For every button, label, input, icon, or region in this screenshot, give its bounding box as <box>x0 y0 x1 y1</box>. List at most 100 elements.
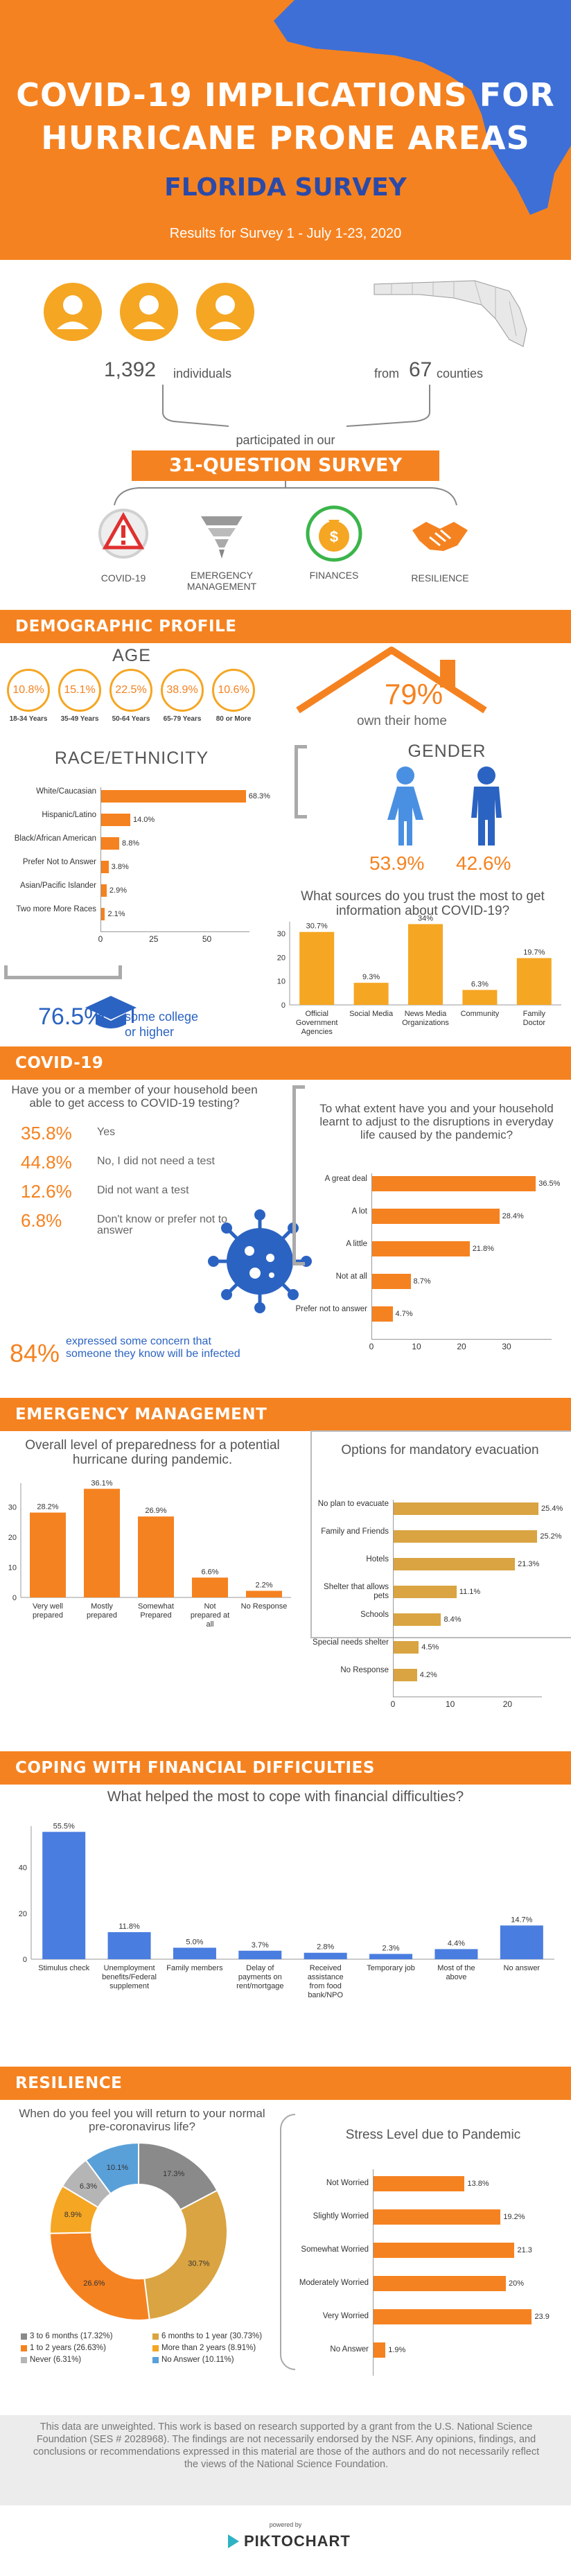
bar-category-label: Prefer not to answer <box>295 1305 367 1313</box>
axis-tick-label: 40 <box>19 1864 27 1873</box>
college-label-line2: or higher <box>125 1025 175 1039</box>
testing-label: No, I did not need a test <box>97 1155 215 1167</box>
bar <box>107 1931 151 1959</box>
bar-category-label: Special needs shelter <box>313 1638 389 1647</box>
bar <box>393 1502 539 1515</box>
age-label: 35-49 Years <box>60 715 99 723</box>
bar-value-label: 19.2% <box>503 2213 525 2221</box>
bar <box>462 990 498 1005</box>
female-icon <box>387 766 423 845</box>
bar-category-label: prepared <box>33 1611 63 1620</box>
evacuation-panel <box>310 1430 571 1638</box>
adjust-question: To what extent have you and your househo… <box>319 1102 554 1141</box>
college-label-line1: some college <box>125 1010 199 1024</box>
bar-value-label: 3.7% <box>252 1941 269 1949</box>
house-icon <box>296 647 487 714</box>
bar-value-label: 6.3% <box>471 980 489 988</box>
bar <box>353 983 389 1005</box>
bar-value-label: 28.2% <box>37 1503 58 1512</box>
person-icon <box>120 283 178 341</box>
stress-bracket <box>280 2114 295 2370</box>
testing-label: Yes <box>97 1126 116 1138</box>
testing-percent: 35.8% <box>21 1123 72 1144</box>
college-percent: 76.5% <box>38 1004 105 1030</box>
bar-category-label: rent/mortgage <box>236 1982 283 1990</box>
axis-line <box>371 1339 552 1340</box>
bar-category-label: Black/African American <box>14 834 96 843</box>
individuals-label: individuals <box>173 367 232 380</box>
axis-tick-label: 20 <box>457 1342 466 1351</box>
legend-label: 3 to 6 months (17.32%) <box>30 2332 113 2340</box>
legend-swatch <box>21 2345 27 2351</box>
axis-tick-label: 0 <box>369 1342 374 1351</box>
bar-category-label: White/Caucasian <box>36 787 96 796</box>
bar <box>299 931 335 1005</box>
topic-emergency: EMERGENCY MANAGEMENT <box>186 570 257 592</box>
bar <box>304 1952 347 1959</box>
bar-category-label: supplement <box>109 1982 149 1990</box>
demographic-banner: DEMOGRAPHIC PROFILE <box>0 610 571 643</box>
results-date: Results for Survey 1 - July 1-23, 2020 <box>169 226 402 241</box>
axis-tick-label: 0 <box>390 1699 396 1709</box>
donut-slice <box>143 2189 228 2321</box>
legend-swatch <box>21 2333 27 2340</box>
axis-tick-label: 30 <box>8 1504 17 1512</box>
bar-category-label: prepared <box>87 1611 117 1620</box>
gender-title: GENDER <box>407 742 486 761</box>
return-donut-chart: 17.3% 30.7% 26.6% 8.9% 6.3% 10.1% <box>49 2141 228 2321</box>
bar-category-label: Hispanic/Latino <box>42 811 96 819</box>
bar-category-label: Prepared <box>140 1611 171 1620</box>
bar <box>373 2176 465 2191</box>
subtitle: FLORIDA SURVEY <box>164 173 407 202</box>
bar-category-label: Shelter that allows pets <box>324 1583 389 1600</box>
bar <box>373 2209 501 2225</box>
emergency-banner: EMERGENCY MANAGEMENT <box>0 1398 571 1431</box>
male-percent: 42.6% <box>456 852 511 874</box>
age-label: 18-34 Years <box>9 715 48 723</box>
bar-category-label: A lot <box>351 1207 367 1216</box>
legend-label: 1 to 2 years (26.63%) <box>30 2344 106 2352</box>
axis-line <box>371 1173 372 1339</box>
bar-value-label: 14.0% <box>133 816 155 824</box>
bar <box>192 1577 228 1597</box>
bar-value-label: 34% <box>418 915 433 922</box>
return-question: When do you feel you will return to your… <box>19 2107 265 2133</box>
topic-finances: FINANCES <box>309 570 359 581</box>
bar <box>393 1530 538 1543</box>
bar-category-label: Schools <box>360 1611 389 1619</box>
handshake-icon <box>412 522 468 551</box>
bar-value-label: 21.3 <box>517 2246 532 2254</box>
bar-category-label: Family <box>523 1010 546 1018</box>
bar <box>393 1558 516 1570</box>
bar-category-label: Not at all <box>335 1272 367 1281</box>
bar-category-label: Slightly Worried <box>313 2212 369 2220</box>
axis-tick-label: 20 <box>8 1534 17 1542</box>
survey-label: 31-QUESTION SURVEY <box>132 450 439 481</box>
bar-category-label: Organizations <box>402 1019 449 1027</box>
adjust-bracket <box>292 1085 305 1265</box>
axis-line <box>100 931 249 932</box>
bar-category-label: Delay of <box>246 1964 274 1972</box>
bar-category-label: Moderately Worried <box>299 2279 369 2287</box>
money-bag-icon: $ <box>306 505 362 562</box>
bar-category-label: all <box>206 1620 213 1629</box>
bar-category-label: Agencies <box>301 1028 333 1036</box>
bar-category-label: from food <box>309 1982 341 1990</box>
virus-warning-icon <box>98 509 148 559</box>
bar <box>393 1669 417 1681</box>
bar-category-label: Temporary job <box>367 1964 415 1972</box>
bar <box>371 1241 470 1256</box>
bar <box>373 2309 532 2324</box>
bar-category-label: Somewhat Worried <box>301 2245 369 2254</box>
bar <box>100 861 109 873</box>
svg-text:$: $ <box>330 528 338 545</box>
bar-category-label: Doctor <box>523 1019 546 1027</box>
axis-tick-label: 20 <box>19 1910 27 1918</box>
slice-label: 26.6% <box>83 2279 105 2288</box>
bar-value-label: 14.7% <box>511 1916 532 1924</box>
testing-question: Have you or a member of your household b… <box>11 1083 258 1110</box>
axis-tick-label: 0 <box>281 1001 286 1010</box>
axis-tick-label: 20 <box>502 1699 513 1709</box>
